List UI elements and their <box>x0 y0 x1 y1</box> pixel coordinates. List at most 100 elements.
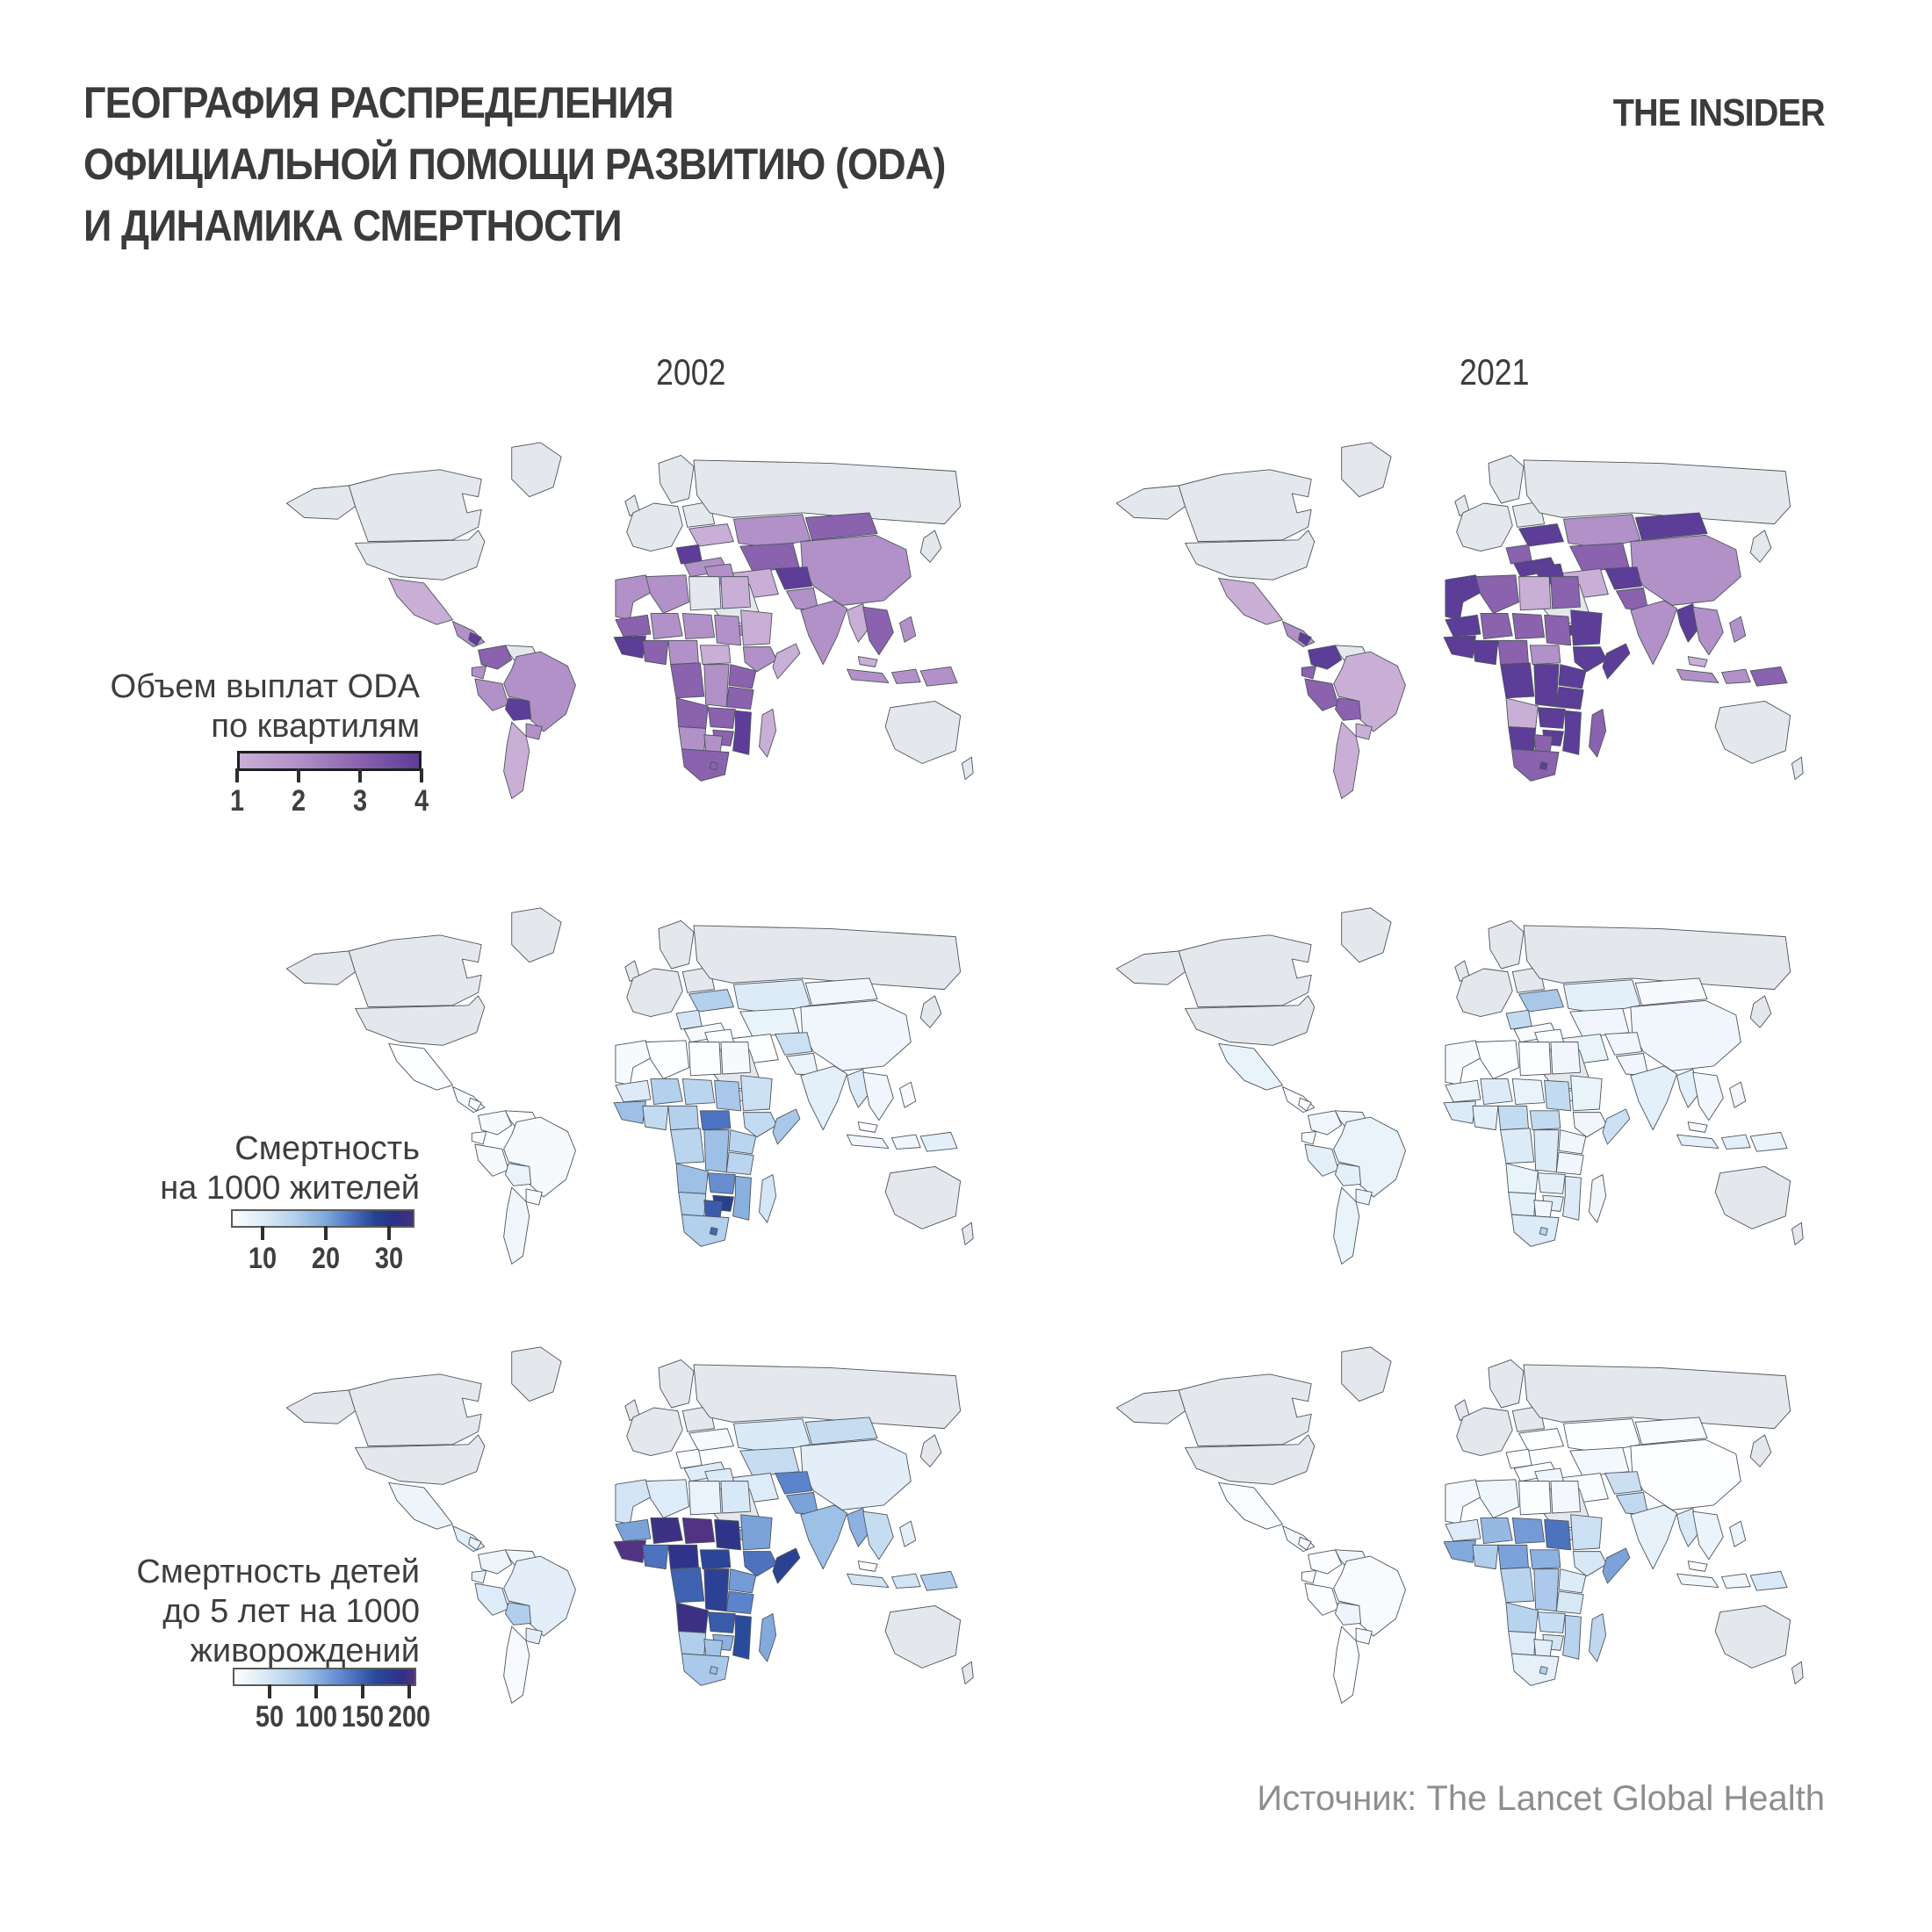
region-nigeria <box>1497 639 1529 666</box>
region-central-africa <box>1500 1567 1535 1604</box>
region-balkans <box>1505 1009 1532 1030</box>
region-egypt <box>720 1481 751 1514</box>
region-canada <box>348 469 482 543</box>
region-japan <box>919 530 942 563</box>
region-chad <box>714 1079 742 1112</box>
region-usa <box>1185 530 1316 580</box>
region-paraguay <box>1355 723 1373 740</box>
region-chad <box>714 1518 742 1551</box>
region-afghanistan <box>1604 566 1642 590</box>
region-east-africa <box>728 664 757 689</box>
legend-mortality-tick-label-30: 30 <box>375 1242 404 1275</box>
region-bolivia <box>505 697 531 721</box>
world-map-u5-2002 <box>285 1346 974 1704</box>
region-philippines <box>1729 1081 1747 1108</box>
region-canada <box>348 934 482 1008</box>
region-brazil <box>503 651 576 732</box>
region-mexico <box>388 1043 453 1091</box>
region-ukraine <box>1518 523 1564 547</box>
region-ecuador <box>471 1569 487 1584</box>
region-egypt <box>720 1042 751 1075</box>
region-mongolia <box>1634 512 1708 541</box>
region-philippines <box>1729 1520 1747 1547</box>
region-bolivia <box>505 1602 531 1626</box>
legend-oda-label-line2: по квартилям <box>211 708 420 745</box>
region-algeria <box>645 1479 689 1518</box>
region-kazakhstan <box>1563 979 1641 1014</box>
region-egypt <box>720 576 751 609</box>
region-madagascar <box>759 1613 777 1662</box>
region-west-guinea <box>1443 1100 1476 1124</box>
region-zambia <box>1537 707 1566 729</box>
region-southern-cone <box>503 721 530 799</box>
region-papua <box>919 1131 958 1152</box>
region-australia <box>884 701 962 764</box>
map-child-mortality-2021 <box>1102 1324 1805 1719</box>
region-usa <box>355 995 486 1046</box>
region-peru <box>1304 1143 1339 1177</box>
region-ethiopia <box>742 1112 777 1138</box>
region-egypt <box>1550 1042 1581 1075</box>
legend-mortality-ticks: 10 20 30 <box>231 1226 415 1279</box>
region-alaska <box>1115 1389 1186 1424</box>
region-greenland <box>1341 1346 1392 1402</box>
region-brazil <box>1333 1555 1406 1637</box>
region-somalia <box>772 643 801 680</box>
region-india <box>800 1504 847 1570</box>
region-somalia <box>1602 1108 1631 1145</box>
region-usa <box>355 530 486 580</box>
region-nigeria <box>667 639 699 666</box>
region-central-america <box>452 1525 486 1553</box>
region-malaysia <box>1687 1561 1708 1572</box>
region-central-america <box>1282 1525 1316 1553</box>
legend-oda-tick-mark-2 <box>296 768 300 782</box>
region-ukraine <box>1518 989 1564 1013</box>
region-egypt <box>1550 576 1581 609</box>
region-mali <box>1480 1517 1513 1544</box>
region-morocco <box>615 574 652 621</box>
region-philippines <box>899 616 917 643</box>
region-bolivia <box>505 1163 531 1186</box>
world-map-oda-2021 <box>1115 442 1804 799</box>
region-botswana <box>1533 1200 1554 1219</box>
region-indochina <box>1692 1071 1724 1121</box>
region-algeria <box>1475 574 1519 614</box>
region-mozambique <box>732 710 752 755</box>
title-line-3: И ДИНАМИКА СМЕРТНОСТИ <box>83 201 623 250</box>
region-india <box>1630 600 1677 666</box>
region-drc <box>703 664 730 708</box>
region-tanzania <box>1555 1151 1584 1175</box>
title-line-2: ОФИЦИАЛЬНОЙ ПОМОЩИ РАЗВИТИЮ (ODA) <box>83 140 946 189</box>
legend-mortality-label-line1: Смертность <box>234 1130 420 1167</box>
region-balkans <box>675 544 703 565</box>
region-brazil <box>503 1555 576 1637</box>
legend-child-tick-mark-150 <box>360 1684 364 1698</box>
legend-child-tick-mark-200 <box>407 1684 411 1698</box>
region-namibia <box>1508 1631 1537 1656</box>
region-nigeria <box>1497 1544 1529 1570</box>
region-drc <box>1533 1568 1560 1612</box>
region-tanzania <box>725 1590 754 1614</box>
region-namibia <box>678 1192 707 1217</box>
region-afghanistan <box>1604 1032 1642 1056</box>
region-kazakhstan <box>732 1418 811 1453</box>
region-kazakhstan <box>732 514 811 549</box>
legend-oda-tick-mark-4 <box>420 768 423 782</box>
region-afghanistan <box>775 1471 812 1495</box>
region-somalia <box>1602 643 1631 680</box>
legend-child-label: Смертность детей до 5 лет на 1000 живоро… <box>88 1553 420 1671</box>
region-drc <box>703 1129 730 1173</box>
region-balkans <box>675 1009 703 1030</box>
region-philippines <box>899 1081 917 1108</box>
region-kazakhstan <box>732 979 811 1014</box>
region-lesotho <box>709 761 718 771</box>
region-australia <box>884 1166 962 1229</box>
region-lesotho <box>1539 1666 1548 1676</box>
world-map-mort-2002 <box>285 907 974 1265</box>
region-russia <box>693 459 962 525</box>
region-new-zealand <box>1791 756 1804 780</box>
region-india <box>800 1065 847 1131</box>
region-west-europe <box>626 502 683 551</box>
region-mozambique <box>1562 1175 1582 1221</box>
region-southern-cone <box>503 1186 530 1265</box>
